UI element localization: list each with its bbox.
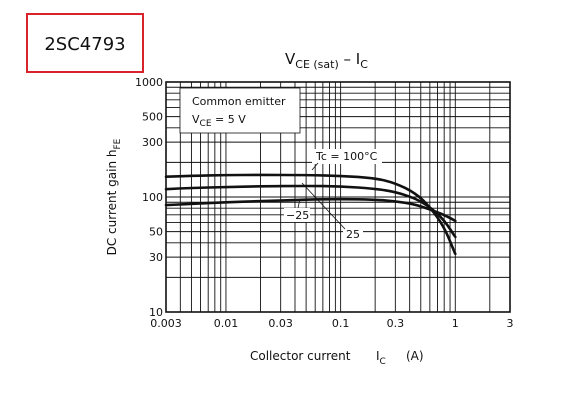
part-number-label: 2SC4793: [44, 34, 126, 55]
curve-label-minus25: −25: [286, 209, 309, 222]
plot-frame: [165, 81, 511, 313]
x-tick-label: 0.1: [332, 317, 350, 330]
series-line-1: [164, 173, 457, 256]
curve-label-100c: Tc = 100°C: [315, 150, 378, 163]
chart-title: VCE (sat) – IC: [285, 50, 368, 71]
y-axis-label-group: DC current gain hFE: [105, 138, 123, 255]
x-tick-label: 0.01: [214, 317, 239, 330]
x-axis-unit: (A): [406, 349, 424, 363]
x-tick-label: 1: [452, 317, 459, 330]
curve-label-25: 25: [346, 228, 360, 241]
x-axis-label: Collector current: [250, 349, 351, 363]
x-axis-symbol: IC: [376, 349, 386, 367]
curve-label-leader-minus25: [297, 198, 301, 209]
y-tick-label: 1000: [135, 76, 163, 89]
y-tick-label: 10: [149, 306, 163, 319]
curve-label-bg-25: [343, 227, 363, 241]
x-tick-label: 0.03: [268, 317, 293, 330]
y-tick-label: 500: [142, 111, 163, 124]
y-tick-label: 300: [142, 136, 163, 149]
y-tick-label: 30: [149, 251, 163, 264]
series-line-3: [164, 197, 457, 223]
annotation-box: [179, 87, 301, 134]
annotation-line-2: VCE = 5 V: [192, 113, 246, 129]
part-number-box: 2SC4793: [26, 13, 144, 73]
annotation-line-1: Common emitter: [192, 95, 286, 108]
x-tick-label: 3: [507, 317, 514, 330]
curve-label-leader-100c: [311, 162, 319, 171]
curve-label-bg-100: [312, 149, 382, 164]
y-axis-label: DC current gain hFE: [105, 138, 123, 255]
curve-label-leader-25: [301, 182, 346, 230]
x-tick-label: 0.003: [150, 317, 182, 330]
series-line-2: [164, 184, 457, 239]
y-tick-label: 100: [142, 191, 163, 204]
x-tick-label: 0.3: [387, 317, 405, 330]
curve-label-bg-minus25: [284, 208, 310, 222]
y-tick-label: 50: [149, 226, 163, 239]
